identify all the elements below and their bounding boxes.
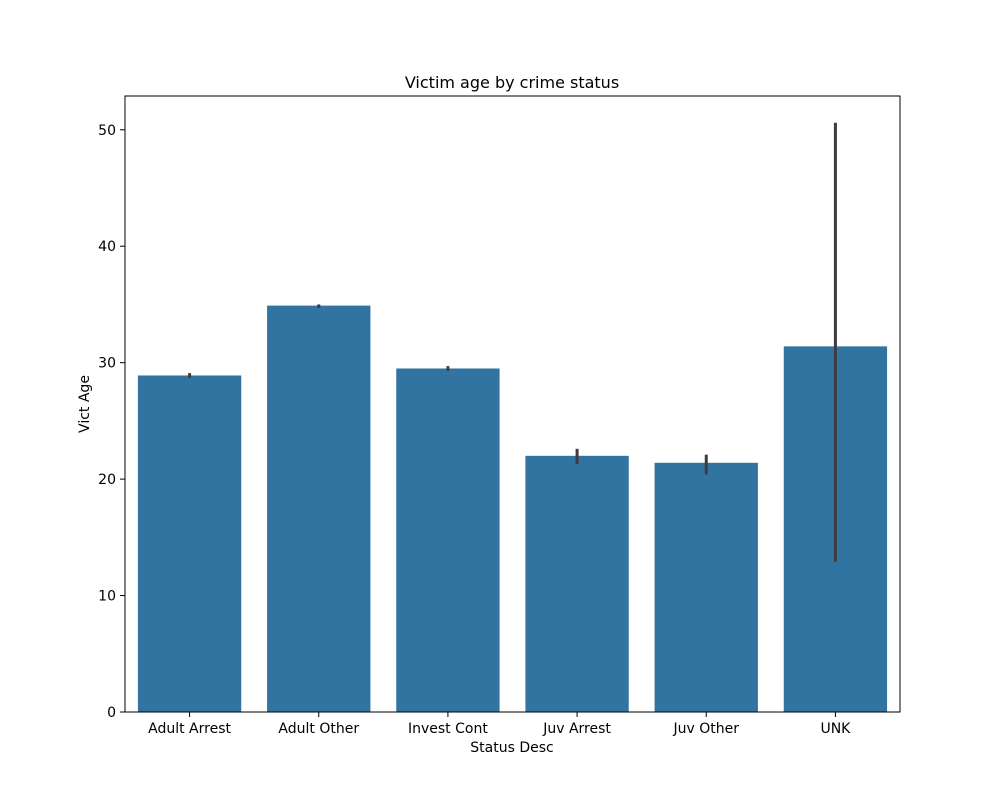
x-tick-label: Adult Other	[278, 721, 359, 737]
x-axis: Adult Arrest Adult Other Invest Cont Juv Ar…	[148, 712, 851, 737]
bar	[267, 305, 371, 712]
plot-frame	[124, 95, 901, 713]
x-tick-label: Adult Arrest	[148, 721, 231, 737]
y-tick-label: 0	[107, 705, 116, 721]
x-tick-label: Invest Cont	[408, 721, 488, 737]
bars-layer	[137, 305, 888, 712]
bar	[137, 375, 242, 712]
x-tick-label: UNK	[820, 721, 851, 737]
bar	[654, 462, 758, 712]
bar	[525, 455, 629, 712]
y-axis-title: Vict Age	[77, 375, 93, 433]
y-tick-label: 10	[98, 589, 116, 605]
y-tick-label: 30	[98, 356, 116, 372]
y-axis: 0 10 20 30 40 50	[98, 123, 125, 721]
x-axis-title: Status Desc	[470, 740, 553, 756]
x-tick-label: Juv Arrest	[542, 721, 611, 737]
y-tick-label: 50	[98, 123, 116, 139]
y-tick-label: 40	[98, 239, 116, 255]
bar	[396, 368, 500, 712]
x-tick-label: Juv Other	[673, 721, 740, 737]
y-tick-label: 20	[98, 472, 116, 488]
chart-title: Victim age by crime status	[405, 73, 619, 92]
error-bars-layer	[188, 122, 837, 562]
